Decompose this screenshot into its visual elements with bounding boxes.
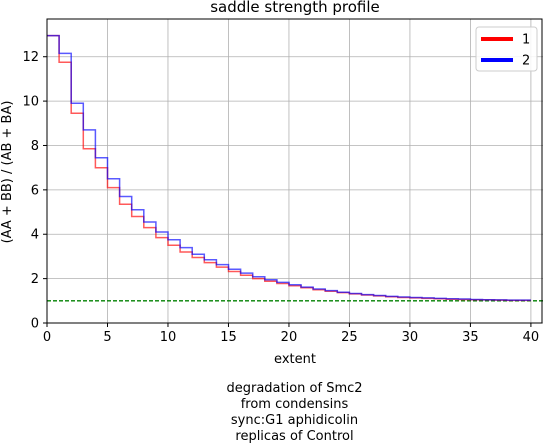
caption-line: sync:G1 aphidicolin [230, 413, 359, 428]
x-tick-label: 0 [43, 330, 51, 345]
y-tick-label: 8 [31, 139, 39, 154]
y-tick-label: 12 [22, 50, 39, 65]
legend: 12 [475, 26, 538, 72]
caption-line: replicas of Control [235, 429, 354, 444]
y-tick-label: 10 [22, 95, 39, 110]
series-2-line [47, 34, 531, 301]
legend-label: 2 [522, 54, 530, 69]
chart-title: saddle strength profile [210, 0, 380, 16]
caption-line: from condensins [240, 397, 349, 412]
x-tick-label: 20 [281, 330, 298, 345]
y-tick-label: 6 [31, 183, 39, 198]
x-tick-label: 30 [402, 330, 419, 345]
y-tick-label: 0 [31, 317, 39, 332]
x-tick-label: 35 [462, 330, 479, 345]
x-tick-label: 5 [103, 330, 111, 345]
x-tick-label: 25 [341, 330, 358, 345]
x-axis-ticks: 0 5 10 15 20 25 30 35 40 [43, 323, 539, 345]
y-tick-label: 4 [31, 228, 39, 243]
y-axis-label: (AA + BB) / (AB + BA) [0, 101, 15, 244]
plot-frame [46, 18, 543, 324]
series-lines [47, 34, 531, 302]
x-tick-label: 15 [220, 330, 237, 345]
x-tick-label: 40 [523, 330, 540, 345]
figure-caption: degradation of Smc2 from condensins sync… [0, 381, 543, 445]
legend-label: 1 [522, 33, 530, 48]
x-axis-label: extent [274, 352, 316, 367]
grid-lines [46, 19, 543, 324]
x-tick-label: 10 [160, 330, 177, 345]
caption-line: degradation of Smc2 [226, 381, 363, 396]
y-tick-label: 2 [31, 272, 39, 287]
y-axis-ticks: 0 2 4 6 8 10 12 [22, 50, 47, 332]
